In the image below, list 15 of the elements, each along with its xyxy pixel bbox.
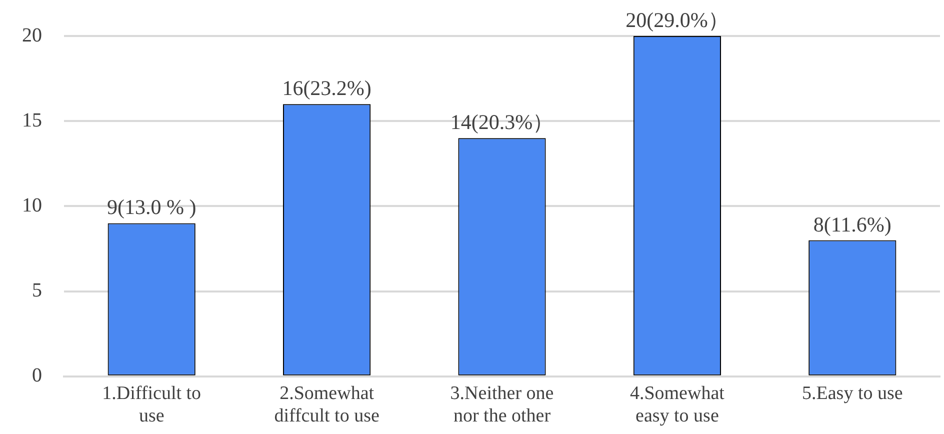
x-tick-label: 3.Neither one nor the other: [450, 382, 554, 427]
y-tick-label: 20: [22, 24, 42, 46]
x-tick-label: 2.Somewhat diffcult to use: [274, 382, 380, 427]
data-label: 20(29.0%）: [626, 8, 729, 32]
y-tick-label: 0: [32, 364, 42, 387]
y-tick-label: 10: [22, 194, 42, 216]
y-tick-label: 15: [22, 109, 42, 132]
x-tick-label: 4.Somewhat easy to use: [630, 382, 726, 427]
data-label: 14(20.3%）: [450, 110, 554, 134]
x-tick-label: 1.Difficult to use: [102, 382, 202, 427]
data-label: 9(13.0 % ): [106, 195, 196, 220]
y-tick-label: 5: [32, 280, 42, 302]
data-label: 8(11.6%): [813, 212, 892, 236]
data-label: 16(23.2%): [282, 76, 372, 100]
x-tick-label: 5.Easy to use: [802, 382, 903, 404]
